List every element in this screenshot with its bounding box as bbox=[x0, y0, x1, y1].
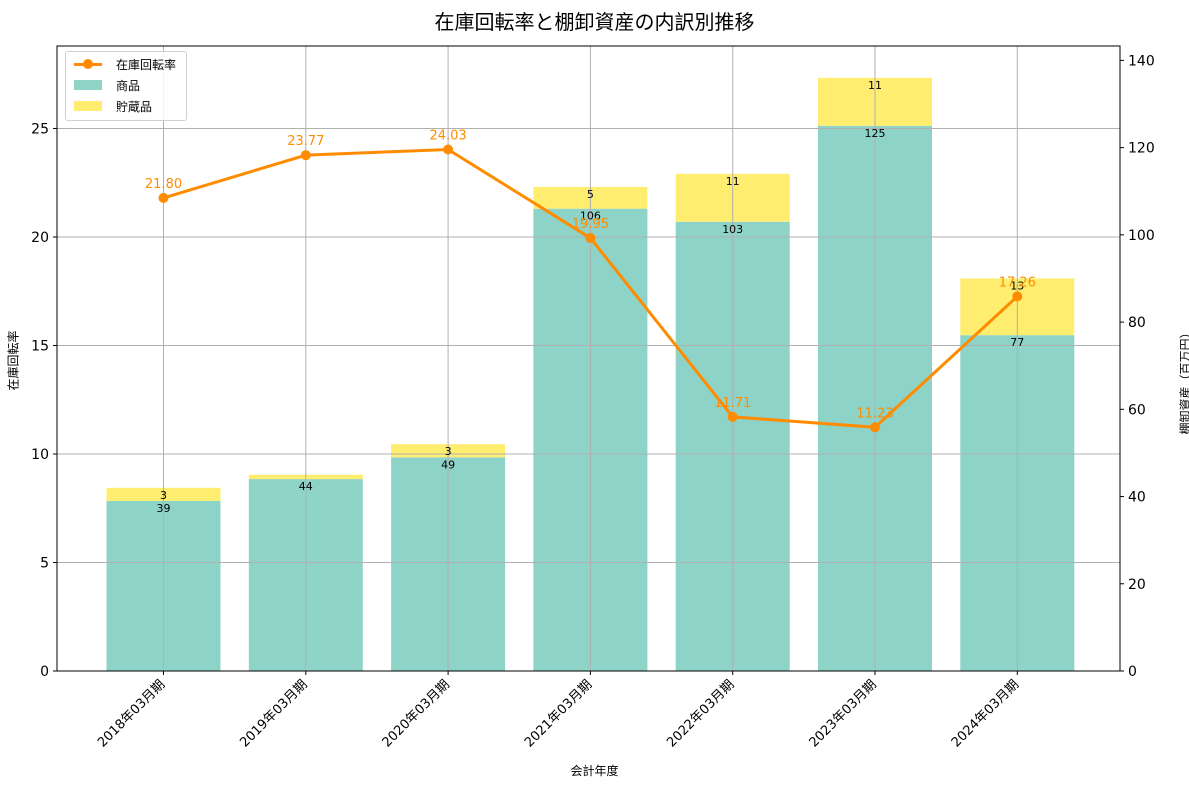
bar-value-label: 3 bbox=[160, 489, 167, 502]
x-tick-label: 2021年03月期 bbox=[522, 677, 595, 750]
y-left-tick: 25 bbox=[31, 121, 49, 137]
legend-label: 商品 bbox=[116, 78, 141, 93]
line-value-label: 11.23 bbox=[856, 406, 893, 421]
data-point bbox=[1012, 291, 1023, 302]
y-left-tick: 15 bbox=[31, 338, 49, 354]
line-value-label: 11.71 bbox=[714, 396, 751, 411]
y-left-tick: 5 bbox=[40, 555, 49, 571]
y-left-tick: 20 bbox=[31, 230, 49, 246]
chart-title: 在庫回転率と棚卸資産の内訳別推移 bbox=[434, 10, 755, 34]
x-axis-label: 会計年度 bbox=[570, 764, 619, 778]
y-right-tick: 120 bbox=[1128, 141, 1155, 157]
legend: 在庫回転率 商品 貯蔵品 bbox=[65, 51, 187, 121]
x-tick-label: 2023年03月期 bbox=[807, 677, 880, 750]
legend-item-turnover: 在庫回転率 bbox=[74, 55, 176, 73]
data-point bbox=[727, 411, 738, 422]
x-tick-label: 2018年03月期 bbox=[95, 677, 168, 750]
y-right-tick: 60 bbox=[1128, 402, 1146, 418]
data-point bbox=[443, 144, 454, 155]
legend-item-goods: 商品 bbox=[74, 76, 140, 94]
y-axis-right-label: 棚卸資産（百万円） bbox=[1178, 326, 1189, 435]
line-value-label: 19.95 bbox=[572, 217, 609, 232]
line-value-label: 24.03 bbox=[429, 129, 466, 144]
y-left-tick: 10 bbox=[31, 447, 49, 463]
bar-value-label: 13 bbox=[1010, 279, 1024, 292]
data-point bbox=[870, 422, 880, 433]
y-right-tick: 140 bbox=[1128, 53, 1155, 69]
legend-label: 貯蔵品 bbox=[116, 99, 153, 114]
y-right-tick: 40 bbox=[1128, 490, 1146, 506]
data-point bbox=[158, 192, 169, 203]
swatch-icon bbox=[74, 101, 102, 111]
line-value-label: 21.80 bbox=[145, 177, 182, 192]
line-value-label: 23.77 bbox=[287, 134, 324, 149]
legend-item-supplies: 貯蔵品 bbox=[74, 97, 152, 115]
x-tick-label: 2022年03月期 bbox=[664, 677, 737, 750]
swatch-icon bbox=[74, 80, 102, 90]
bar-value-label: 11 bbox=[726, 175, 740, 188]
bar-value-label: 106 bbox=[580, 210, 601, 223]
plot-frame bbox=[56, 45, 1121, 672]
bar-value-label: 103 bbox=[722, 223, 743, 236]
bar-value-label: 3 bbox=[445, 445, 452, 458]
bar-value-label: 44 bbox=[299, 480, 313, 493]
y-right-tick: 0 bbox=[1128, 664, 1137, 680]
bar-value-label: 77 bbox=[1010, 336, 1024, 349]
line-marker-icon bbox=[74, 57, 102, 71]
y-right-tick: 80 bbox=[1128, 315, 1146, 331]
bar-value-label: 125 bbox=[865, 127, 886, 140]
bar-value-label: 39 bbox=[157, 502, 171, 515]
y-axis-left-label: 在庫回転率 bbox=[6, 330, 21, 391]
x-tick-label: 2020年03月期 bbox=[380, 677, 453, 750]
legend-label: 在庫回転率 bbox=[116, 57, 177, 72]
y-left-tick: 0 bbox=[40, 664, 49, 680]
bar-value-label: 49 bbox=[441, 458, 455, 471]
x-tick-label: 2024年03月期 bbox=[949, 677, 1022, 750]
x-tick-label: 2019年03月期 bbox=[237, 677, 310, 750]
line-value-label: 17.26 bbox=[999, 275, 1036, 290]
y-right-tick: 100 bbox=[1128, 228, 1155, 244]
data-point bbox=[300, 150, 311, 161]
bar-value-label: 11 bbox=[868, 79, 882, 92]
y-right-tick: 20 bbox=[1128, 577, 1146, 593]
data-point bbox=[585, 233, 596, 244]
bar-value-label: 5 bbox=[587, 188, 594, 201]
